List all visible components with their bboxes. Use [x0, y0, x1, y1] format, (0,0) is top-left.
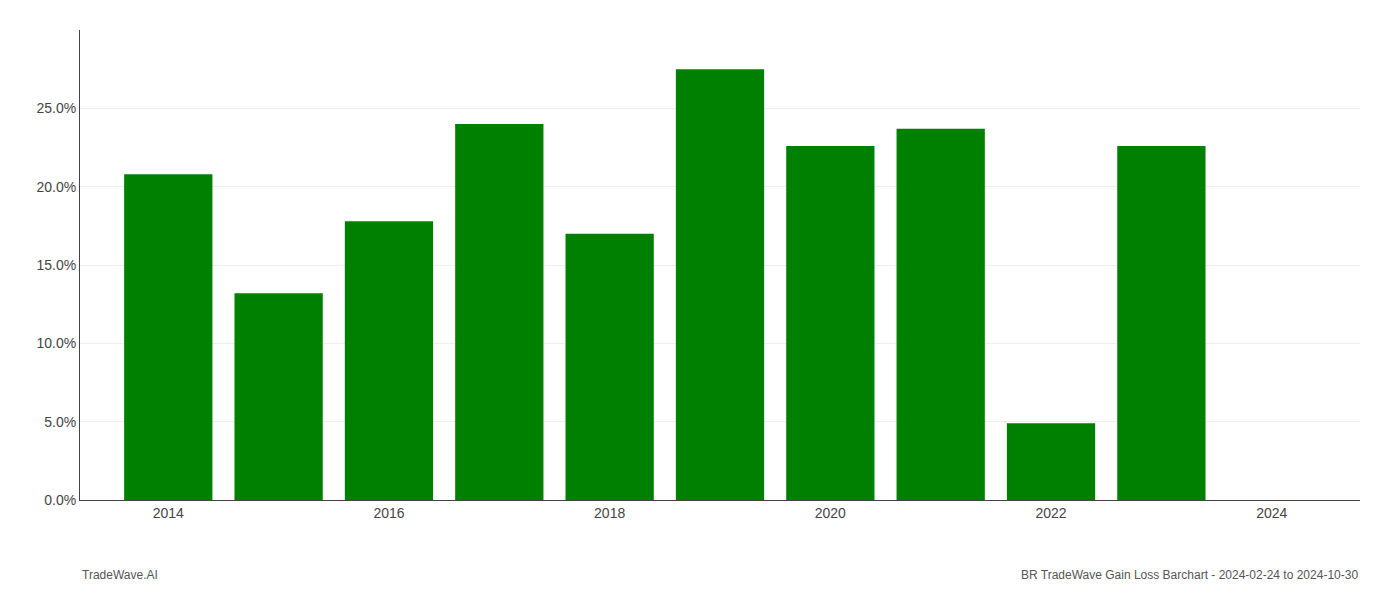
svg-text:2020: 2020	[815, 505, 846, 521]
svg-text:BR TradeWave Gain Loss Barchar: BR TradeWave Gain Loss Barchart - 2024-0…	[1021, 568, 1358, 582]
svg-text:TradeWave.AI: TradeWave.AI	[82, 568, 158, 582]
svg-text:15.0%: 15.0%	[36, 257, 76, 273]
svg-text:2016: 2016	[373, 505, 404, 521]
svg-text:25.0%: 25.0%	[36, 100, 76, 116]
svg-text:20.0%: 20.0%	[36, 179, 76, 195]
svg-text:2022: 2022	[1035, 505, 1066, 521]
svg-text:10.0%: 10.0%	[36, 335, 76, 351]
svg-text:0.0%: 0.0%	[44, 492, 76, 508]
svg-text:2024: 2024	[1256, 505, 1287, 521]
svg-text:5.0%: 5.0%	[44, 414, 76, 430]
svg-text:2018: 2018	[594, 505, 625, 521]
svg-text:2014: 2014	[153, 505, 184, 521]
